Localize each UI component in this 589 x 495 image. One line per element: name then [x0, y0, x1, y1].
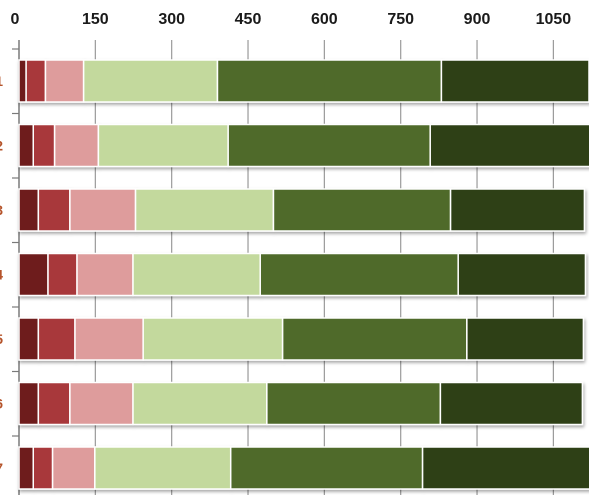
- bar-segment: [18, 381, 40, 426]
- x-tick-label: 1050: [536, 11, 572, 28]
- category-label: 3: [0, 202, 3, 218]
- bars: [18, 59, 589, 490]
- bar-stack-7: [18, 446, 589, 490]
- bar-stack-3: [18, 188, 586, 232]
- bar-segment: [281, 317, 468, 361]
- bar-stack-1: [18, 59, 589, 103]
- category-label: 7: [0, 460, 3, 476]
- bar-segment: [18, 188, 40, 232]
- bar-stack-2: [18, 123, 589, 168]
- category-label: 2: [0, 138, 3, 154]
- bar-stack-4: [18, 252, 587, 297]
- x-tick-label: 300: [158, 11, 185, 28]
- x-tick-label: 450: [235, 11, 262, 28]
- bar-segment: [429, 123, 589, 168]
- category-label: 1: [0, 73, 3, 89]
- bar-segment: [132, 252, 261, 297]
- bar-segment: [47, 252, 78, 297]
- bar-segment: [53, 123, 100, 168]
- x-tick-label: 0: [11, 11, 20, 28]
- bar-segment: [74, 317, 144, 361]
- bar-segment: [266, 381, 442, 426]
- bar-segment: [69, 381, 134, 426]
- bar-segment: [37, 188, 71, 232]
- bar-segment: [421, 446, 589, 490]
- bar-segment: [466, 317, 585, 361]
- bar-segment: [457, 252, 587, 297]
- bar-segment: [216, 59, 443, 103]
- bar-segment: [97, 123, 229, 168]
- bar-segment: [18, 317, 40, 361]
- category-label: 5: [0, 331, 3, 347]
- bar-segment: [37, 317, 76, 361]
- bar-segment: [18, 123, 34, 168]
- bar-segment: [51, 446, 96, 490]
- category-label: 4: [0, 267, 3, 283]
- bar-segment: [69, 188, 137, 232]
- category-labels: 1 2 3 4 5 6 7: [0, 73, 3, 476]
- bar-segment: [94, 446, 232, 490]
- bar-segment: [32, 446, 54, 490]
- bar-segment: [259, 252, 459, 297]
- bar-segment: [440, 59, 589, 103]
- bar-segment: [229, 446, 424, 490]
- bar-segment: [44, 59, 85, 103]
- x-axis-ticks: 0 150 300 450 600 750 900 1050: [11, 11, 572, 28]
- bar-segment: [18, 59, 27, 103]
- x-tick-label: 600: [311, 11, 338, 28]
- bar-segment: [272, 188, 452, 232]
- bar-segment: [32, 123, 56, 168]
- bar-segment: [132, 381, 268, 426]
- x-tick-label: 150: [82, 11, 109, 28]
- bar-segment: [18, 446, 34, 490]
- bar-segment: [37, 381, 71, 426]
- bar-segment: [82, 59, 219, 103]
- bar-segment: [25, 59, 47, 103]
- bar-segment: [227, 123, 431, 168]
- category-label: 6: [0, 396, 3, 412]
- bar-segment: [439, 381, 584, 426]
- bar-segment: [449, 188, 586, 232]
- x-tick-label: 750: [387, 11, 414, 28]
- bar-segment: [134, 188, 275, 232]
- bar-stack-6: [18, 381, 584, 426]
- bar-segment: [76, 252, 134, 297]
- bar-segment: [18, 252, 49, 297]
- bar-stack-5: [18, 317, 585, 361]
- x-tick-label: 900: [464, 11, 491, 28]
- bar-segment: [142, 317, 284, 361]
